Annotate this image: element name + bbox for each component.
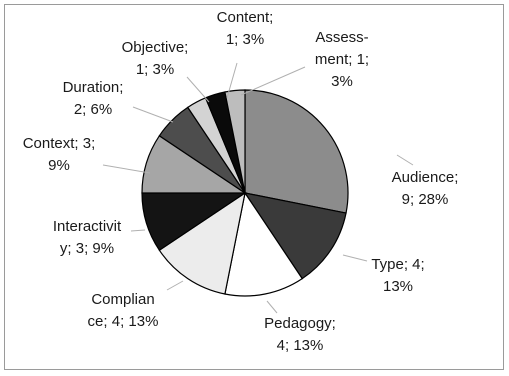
data-label-line: 9; 28% <box>402 191 449 208</box>
data-label-pedagogy: Pedagogy; 4; 13% <box>264 315 336 354</box>
leader-line-content <box>226 62 238 99</box>
data-label-type: Type; 4; 13% <box>371 256 424 295</box>
data-label-line: Objective; <box>122 39 189 56</box>
chart-frame: Audience; 9; 28% Type; 4; 13% Pedagogy; 4; 13… <box>4 4 504 370</box>
leader-line-pedagogy <box>266 300 278 314</box>
data-label-objective: Objective; 1; 3% <box>122 39 189 78</box>
data-label-line: Context; 3; <box>23 135 96 152</box>
data-labels: Audience; 9; 28% Type; 4; 13% Pedagogy; 4; 13… <box>23 9 459 354</box>
data-label-compliance: Complian ce; 4; 13% <box>88 291 159 330</box>
pie-slice-assessment <box>224 89 246 194</box>
data-label-assessment: Assess-ment; 1; 3% <box>315 29 369 90</box>
leader-line-compliance <box>166 280 184 291</box>
data-label-line: Type; 4; <box>371 256 424 273</box>
data-label-line: Complian <box>91 291 154 308</box>
data-label-audience: Audience; 9; 28% <box>392 169 459 208</box>
data-label-line: 13% <box>383 278 413 295</box>
data-label-content: Content; 1; 3% <box>217 9 274 48</box>
data-label-line: 1; 3% <box>136 61 174 78</box>
data-label-line: Interactivit <box>53 218 122 235</box>
data-label-line: Duration; <box>63 79 124 96</box>
data-label-interactivity: Interactivit y; 3; 9% <box>53 218 122 257</box>
pie-slices <box>141 89 349 297</box>
leader-line-duration <box>132 106 174 123</box>
pie-slice-type <box>243 192 347 280</box>
leader-line-context <box>102 164 151 174</box>
pie-slice-compliance <box>158 191 246 295</box>
data-label-line: 1; 3% <box>226 31 264 48</box>
data-label-line: ment; 1; <box>315 51 369 68</box>
leader-line-audience <box>396 154 414 166</box>
data-label-line: 3% <box>331 73 353 90</box>
data-label-context: Context; 3; 9% <box>23 135 96 174</box>
data-label-line: Audience; <box>392 169 459 186</box>
data-label-line: Content; <box>217 9 274 26</box>
leader-line-type <box>342 254 368 262</box>
data-label-line: 2; 6% <box>74 101 112 118</box>
leader-line-objective <box>186 76 210 103</box>
pie-slice-pedagogy <box>224 191 304 297</box>
data-label-line: ce; 4; 13% <box>88 313 159 330</box>
data-label-line: y; 3; 9% <box>60 240 114 257</box>
data-label-line: Pedagogy; <box>264 315 336 332</box>
pie-slice-audience <box>244 89 349 214</box>
leader-line-assessment <box>240 66 306 96</box>
data-label-line: Assess- <box>315 29 368 46</box>
data-label-line: 9% <box>48 157 70 174</box>
pie-chart: Audience; 9; 28% Type; 4; 13% Pedagogy; 4; 13… <box>23 9 459 354</box>
leader-line-interactivity <box>130 229 146 232</box>
data-label-line: 4; 13% <box>277 337 324 354</box>
leader-lines <box>102 62 414 314</box>
data-label-duration: Duration; 2; 6% <box>63 79 124 118</box>
